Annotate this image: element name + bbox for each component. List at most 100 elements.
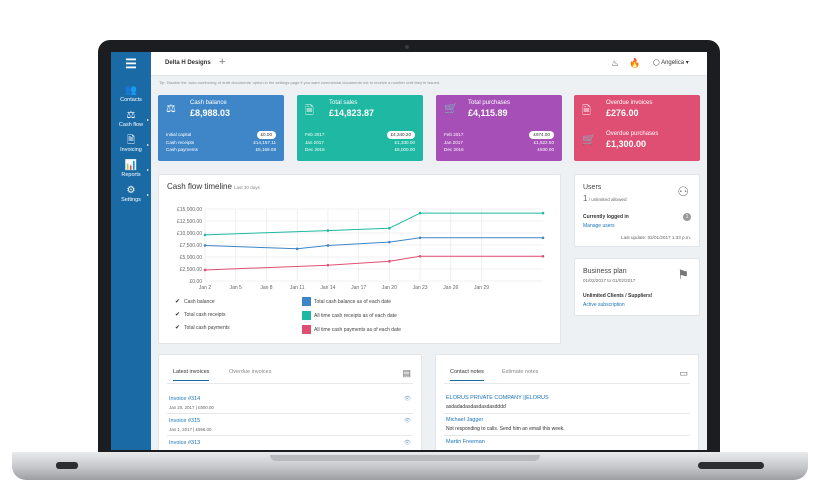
legend-check-cash-receipts[interactable]: ✔ Total cash receipts <box>175 311 225 319</box>
manage-users-link[interactable]: Manage users <box>583 223 615 229</box>
fire-icon[interactable]: 🔥 <box>629 58 641 68</box>
chevron-right-icon: ▸ <box>146 117 149 122</box>
legend-check-cash-payments[interactable]: ✔ Total cash payments <box>175 324 230 332</box>
y-tick-label: £7,500.00 <box>180 243 202 249</box>
row-label: Dec 2016 <box>444 147 464 152</box>
divider <box>444 413 690 414</box>
data-point <box>541 254 545 258</box>
chevron-right-icon: ▸ <box>146 192 149 197</box>
invoice-list-icon[interactable]: ▤ <box>402 368 411 378</box>
company-tab[interactable]: Delta H Designs <box>165 60 211 66</box>
sidebar-item-cash-flow[interactable]: ⚖ Cash flow ▸ <box>111 107 151 132</box>
card-row: Dec 2016 £5,000.00 <box>305 146 415 154</box>
sidebar-item-settings[interactable]: ⚙ Settings ▸ <box>111 182 151 207</box>
row-value: £5,169.08 <box>255 147 276 152</box>
row-value-pill: £974.00 <box>529 131 554 139</box>
tab-overdue-invoices[interactable]: Overdue invoices <box>229 369 272 375</box>
cash-balance-card[interactable]: ⚖ Cash balance £8,988.03 Initial capital… <box>158 95 284 161</box>
eye-icon[interactable]: 👁 <box>404 418 411 424</box>
sidebar-item-contacts[interactable]: 👥 Contacts <box>111 82 151 107</box>
card-breakdown: Feb 2017 £4,340.20 Jan 2017 £1,330.00 Dec … <box>305 131 415 154</box>
plan-dates: 01/02/2017 to 01/02/2017 <box>583 278 636 283</box>
comment-icon[interactable]: ▭ <box>679 368 688 378</box>
flag-icon: ⚑ <box>677 267 689 282</box>
y-tick-label: £0.00 <box>189 279 202 285</box>
legend-check-cash-balance[interactable]: ✔ Cash balance <box>175 298 215 306</box>
divider <box>167 383 413 384</box>
legend-label: Total cash balance as of each date <box>314 298 391 305</box>
y-tick-label: £5,000.00 <box>180 255 202 261</box>
y-tick-label: £15,000.00 <box>177 207 202 213</box>
tab-estimate-notes[interactable]: Estimate notes <box>502 369 539 375</box>
user-name: Angelica ▾ <box>661 60 689 66</box>
row-label: Feb 2017 <box>444 132 464 137</box>
app-screen: ☰ 👥 Contacts ⚖ Cash flow ▸ 🗎 Invoicing ▸… <box>111 52 707 450</box>
base-notch <box>270 455 540 461</box>
last-update: Last update: 02/01/2017 1:33 p.m. <box>621 235 691 240</box>
invoice-link[interactable]: Invoice #315 <box>169 418 201 424</box>
card-row: Feb 2017 £974.00 <box>444 131 554 139</box>
card-row: Feb 2017 £4,340.20 <box>305 131 415 139</box>
cart-icon: 🛒 <box>582 134 596 146</box>
x-tick-label: Jan 26 <box>443 285 458 291</box>
chart-subtitle: Last 30 days <box>233 185 260 190</box>
data-point <box>203 233 207 237</box>
tab-contact-notes[interactable]: Contact notes <box>450 369 484 381</box>
app-logo-icon[interactable]: ☰ <box>125 56 137 71</box>
y-tick-label: £10,000.00 <box>177 231 202 237</box>
invoice-meta: Jan 20, 2017 | £900.00 <box>169 405 214 410</box>
divider <box>167 413 413 414</box>
row-value-pill: £0.00 <box>256 131 276 139</box>
chart-title: Cash flow timeline Last 30 days <box>167 182 260 191</box>
reports-icon: 📊 <box>124 159 138 171</box>
eye-icon[interactable]: 👁 <box>404 396 411 402</box>
card-row: Jan 2017 £1,330.00 <box>305 139 415 147</box>
note-contact-link[interactable]: Michael Jagger <box>446 417 484 423</box>
x-tick-label: Jan 20 <box>382 285 397 291</box>
currently-logged-label: Currently logged in <box>583 214 629 220</box>
x-tick-label: Jan 11 <box>290 285 305 291</box>
active-subscription-link[interactable]: Active subscription <box>583 302 625 308</box>
y-tick-label: £12,500.00 <box>177 219 202 225</box>
user-menu[interactable]: ◯ Angelica ▾ <box>653 59 689 66</box>
total-sales-card[interactable]: 🗎 Total sales £14,823.87 Feb 2017 £4,340.… <box>297 95 423 161</box>
x-tick-label: Jan 14 <box>320 285 335 291</box>
card-value: £4,115.89 <box>468 108 508 118</box>
sidebar-item-reports[interactable]: 📊 Reports ▸ <box>111 157 151 182</box>
bell-icon[interactable]: ♨ <box>611 58 620 68</box>
logged-count-badge: 1 <box>683 213 691 221</box>
note-contact-link[interactable]: ELORUS PRIVATE COMPANY ||ELORUS <box>446 395 549 401</box>
invoices-panel: Latest invoices Overdue invoices ▤ Invoi… <box>158 354 422 450</box>
divider <box>167 435 413 436</box>
tab-latest-invoices[interactable]: Latest invoices <box>173 369 210 381</box>
total-purchases-card[interactable]: 🛒 Total purchases £4,115.89 Feb 2017 £974… <box>436 95 562 161</box>
check-icon: ✔ <box>175 312 181 318</box>
overdue-invoices-value: £276.00 <box>606 108 639 118</box>
laptop-base <box>12 452 808 480</box>
row-label: Jan 2017 <box>444 139 463 145</box>
sidebar-item-label: Contacts <box>120 96 142 103</box>
sidebar-item-invoicing[interactable]: 🗎 Invoicing ▸ <box>111 132 151 157</box>
row-value: £930.00 <box>537 147 554 152</box>
cashflow-icon: ⚖ <box>126 109 136 121</box>
x-tick-label: Jan 29 <box>474 285 489 291</box>
invoice-link[interactable]: Invoice #313 <box>169 440 201 446</box>
add-company-button[interactable]: + <box>219 56 226 68</box>
data-point <box>541 236 545 240</box>
card-value: £14,823.87 <box>329 108 375 118</box>
note-contact-link[interactable]: Martin Freeman <box>446 439 485 445</box>
x-tick-label: Jan 17 <box>351 285 366 291</box>
invoice-meta: Jan 1, 2017 | £696.00 <box>169 427 212 432</box>
row-label: Cash receipts <box>166 139 195 145</box>
x-tick-label: Jan 8 <box>260 285 272 291</box>
overdue-card[interactable]: 🗎 Overdue invoices £276.00 🛒 Overdue pur… <box>574 95 700 161</box>
legend-label: All time cash receipts as of each date <box>314 312 397 319</box>
sidebar-item-label: Cash flow <box>118 121 144 128</box>
note-text: Not responding to calls. Send him an ema… <box>446 426 565 432</box>
invoice-link[interactable]: Invoice #314 <box>169 396 201 402</box>
eye-icon[interactable]: 👁 <box>404 440 411 446</box>
legend-label: Cash balance <box>184 298 215 305</box>
check-icon: ✔ <box>175 299 181 305</box>
card-breakdown: Initial capital £0.00 Cash receipts £14,15… <box>166 131 276 154</box>
user-avatar-icon: ◯ <box>653 60 660 66</box>
